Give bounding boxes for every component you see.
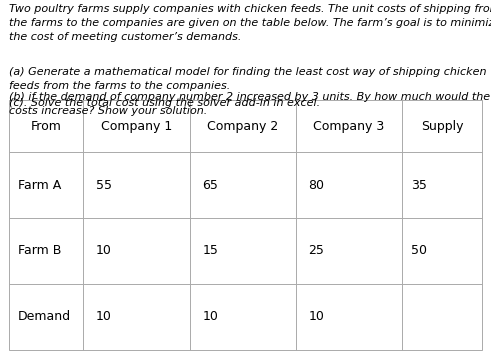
Text: Company 2: Company 2 xyxy=(207,120,278,133)
Text: Farm A: Farm A xyxy=(18,179,61,192)
Text: Farm B: Farm B xyxy=(18,245,61,257)
Text: From: From xyxy=(31,120,61,133)
Text: 65: 65 xyxy=(202,179,218,192)
Text: Two poultry farms supply companies with chicken feeds. The unit costs of shippin: Two poultry farms supply companies with … xyxy=(9,4,491,42)
Text: Company 1: Company 1 xyxy=(101,120,172,133)
Text: 80: 80 xyxy=(308,179,325,192)
Text: 10: 10 xyxy=(96,245,112,257)
Text: 35: 35 xyxy=(411,179,427,192)
Text: 10: 10 xyxy=(96,310,112,323)
Text: 25: 25 xyxy=(308,245,325,257)
Text: (b) if the demand of company number 2 increased by 3 units. By how much would th: (b) if the demand of company number 2 in… xyxy=(9,92,490,116)
Text: Company 3: Company 3 xyxy=(313,120,384,133)
Text: Demand: Demand xyxy=(18,310,71,323)
Text: 50: 50 xyxy=(411,245,428,257)
Bar xyxy=(9,100,482,350)
Text: 10: 10 xyxy=(308,310,325,323)
Text: Supply: Supply xyxy=(421,120,463,133)
Text: 15: 15 xyxy=(202,245,218,257)
Text: 55: 55 xyxy=(96,179,112,192)
Text: (c). Solve the total cost using the solver add-in in excel.: (c). Solve the total cost using the solv… xyxy=(9,98,320,108)
Text: 10: 10 xyxy=(202,310,218,323)
Text: (a) Generate a mathematical model for finding the least cost way of shipping chi: (a) Generate a mathematical model for fi… xyxy=(9,67,487,92)
